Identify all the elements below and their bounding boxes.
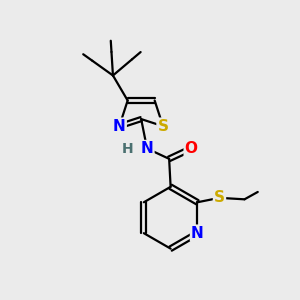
Text: S: S	[158, 119, 169, 134]
Text: N: N	[113, 119, 126, 134]
Text: O: O	[185, 141, 198, 156]
Text: N: N	[141, 141, 153, 156]
Text: S: S	[214, 190, 225, 205]
Text: H: H	[122, 142, 134, 155]
Text: N: N	[191, 226, 204, 241]
